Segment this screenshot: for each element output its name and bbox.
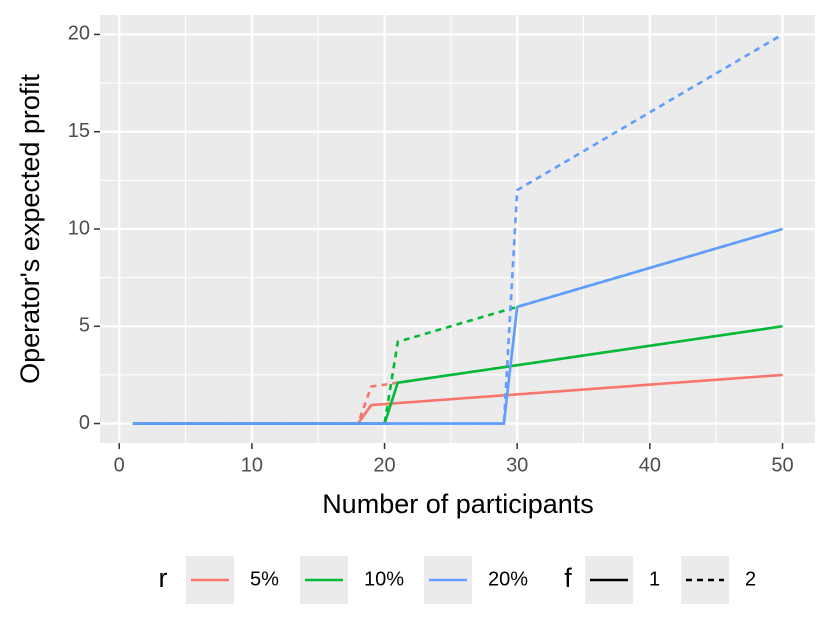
x-tick-label: 0 — [114, 454, 125, 476]
x-tick-label: 50 — [771, 454, 793, 476]
y-axis-title: Operator's expected profit — [15, 74, 45, 384]
legend-label: 1 — [649, 568, 660, 590]
x-tick-label: 40 — [639, 454, 661, 476]
series-line — [132, 33, 784, 425]
legend-label: 5% — [250, 568, 279, 590]
legend-label: 20% — [488, 568, 528, 590]
legend-title: f — [564, 563, 572, 593]
x-tick-label: 20 — [373, 454, 395, 476]
y-tick-label: 5 — [79, 315, 90, 337]
x-tick-label: 30 — [506, 454, 528, 476]
y-tick-label: 0 — [79, 412, 90, 434]
x-tick-label: 10 — [241, 454, 263, 476]
legend-label: 2 — [745, 568, 756, 590]
legend-label: 10% — [364, 568, 404, 590]
legend-title: r — [159, 563, 168, 593]
x-axis-title: Number of participants — [322, 489, 594, 519]
y-tick-label: 20 — [68, 23, 90, 45]
series-line — [132, 227, 783, 425]
y-tick-label: 10 — [68, 217, 90, 239]
y-tick-label: 15 — [68, 120, 90, 142]
